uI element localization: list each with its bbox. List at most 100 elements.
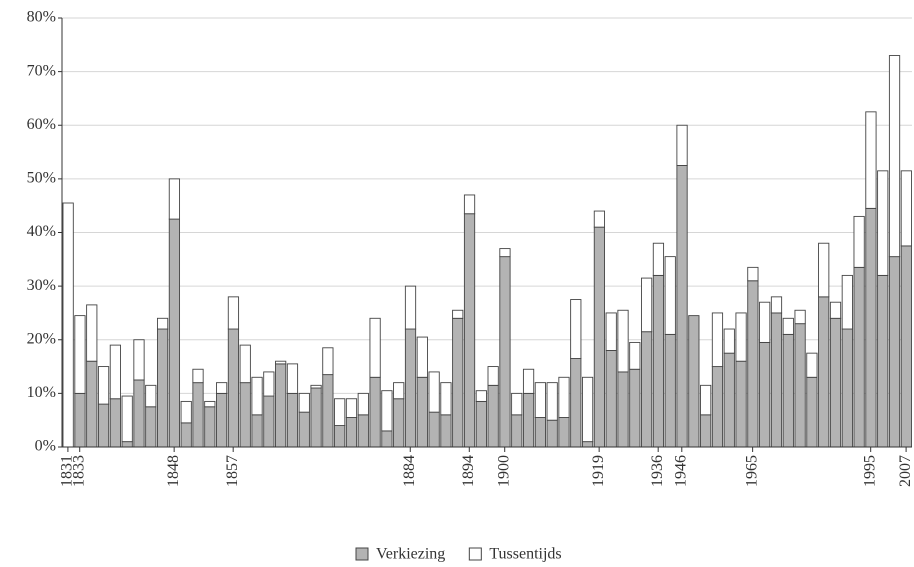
bar-segment bbox=[133, 339, 145, 381]
bar-segment bbox=[511, 414, 523, 448]
bar-segment bbox=[345, 417, 358, 448]
bar-segment bbox=[700, 414, 712, 448]
bar-segment bbox=[641, 331, 653, 448]
bar-segment bbox=[239, 344, 251, 384]
bar-segment bbox=[829, 301, 842, 319]
bar-segment bbox=[357, 414, 369, 448]
y-tick-label: 60% bbox=[27, 116, 56, 133]
bar-segment bbox=[145, 384, 157, 408]
bar-segment bbox=[877, 170, 889, 276]
bar-segment bbox=[275, 363, 287, 448]
bar-segment bbox=[463, 213, 476, 448]
bar-segment bbox=[841, 328, 853, 448]
bar-segment bbox=[664, 333, 676, 448]
bar-segment bbox=[97, 403, 110, 448]
bar-segment bbox=[192, 368, 204, 384]
bar-segment bbox=[853, 266, 865, 448]
bar-segment bbox=[511, 392, 523, 416]
bar-segment bbox=[770, 296, 783, 314]
bar-segment bbox=[865, 207, 877, 448]
y-tick-label: 80% bbox=[27, 9, 56, 26]
y-tick-label: 10% bbox=[27, 384, 56, 401]
x-tick-label: 1936 bbox=[649, 455, 666, 487]
bar-segment bbox=[770, 312, 783, 448]
y-tick-label: 20% bbox=[27, 330, 56, 347]
bar-segment bbox=[227, 296, 240, 330]
bar-segment bbox=[487, 384, 499, 448]
bar-segment bbox=[676, 165, 688, 448]
bar-segment bbox=[227, 328, 240, 448]
x-tick-label: 2007 bbox=[897, 455, 914, 487]
bar-segment bbox=[369, 317, 381, 378]
x-tick-label: 1848 bbox=[165, 455, 182, 487]
bar-segment bbox=[818, 296, 830, 448]
bar-segment bbox=[145, 406, 157, 448]
legend-swatch bbox=[355, 547, 369, 561]
bar-segment bbox=[74, 315, 86, 394]
y-tick-label: 70% bbox=[27, 62, 56, 79]
bar-segment bbox=[404, 285, 417, 330]
bar-segment bbox=[109, 398, 121, 448]
bar-segment bbox=[664, 256, 676, 335]
bar-segment bbox=[86, 360, 98, 448]
bar-segment bbox=[440, 382, 452, 416]
bar-segment bbox=[416, 376, 428, 448]
bar-segment bbox=[759, 301, 771, 343]
y-tick-label: 50% bbox=[27, 170, 56, 187]
bar-segment bbox=[180, 400, 192, 424]
x-tick-label: 1919 bbox=[590, 455, 607, 487]
bar-segment bbox=[522, 392, 535, 448]
bar-segment bbox=[168, 178, 181, 220]
bar-segment bbox=[286, 363, 299, 394]
bar-segment bbox=[428, 411, 440, 448]
bar-segment bbox=[652, 274, 665, 448]
bar-segment bbox=[263, 395, 275, 448]
bar-segment bbox=[499, 256, 511, 448]
bar-segment bbox=[794, 309, 806, 325]
bar-segment bbox=[546, 419, 558, 448]
bar-segment bbox=[546, 382, 558, 421]
bar-segment bbox=[239, 382, 251, 448]
y-tick-label: 30% bbox=[27, 277, 56, 294]
bar-segment bbox=[723, 328, 735, 354]
x-tick-label: 1894 bbox=[460, 455, 477, 487]
bar-segment bbox=[322, 347, 334, 376]
bar-segment bbox=[121, 395, 133, 443]
bar-segment bbox=[86, 304, 98, 362]
bar-segment bbox=[62, 202, 74, 448]
x-tick-label: 1884 bbox=[401, 455, 418, 487]
bar-segment bbox=[605, 350, 617, 448]
bar-segment bbox=[298, 411, 310, 448]
bar-segment bbox=[735, 360, 747, 448]
bar-segment bbox=[735, 312, 747, 362]
bar-segment bbox=[428, 371, 440, 413]
bar-segment bbox=[818, 242, 830, 298]
bar-segment bbox=[782, 317, 794, 335]
bar-segment bbox=[216, 382, 228, 394]
bar-segment bbox=[204, 400, 216, 408]
bar-segment bbox=[853, 215, 865, 268]
legend-label: Tussentijds bbox=[489, 546, 561, 563]
bar-segment bbox=[841, 274, 853, 330]
bar-segment bbox=[570, 358, 582, 448]
bar-segment bbox=[629, 341, 641, 370]
bar-segment bbox=[700, 384, 712, 416]
bar-segment bbox=[357, 392, 369, 416]
x-tick-label: 1946 bbox=[672, 455, 689, 487]
bar-segment bbox=[275, 360, 287, 365]
bar-segment bbox=[534, 382, 546, 418]
x-tick-label: 1965 bbox=[743, 455, 760, 487]
x-tick-label: 1831 bbox=[59, 455, 76, 487]
bar-segment bbox=[393, 398, 405, 448]
bar-segment bbox=[877, 274, 889, 448]
bar-segment bbox=[888, 256, 901, 448]
bar-segment bbox=[263, 371, 275, 397]
bar-segment bbox=[310, 387, 322, 448]
bar-segment bbox=[487, 366, 499, 386]
bar-segment bbox=[251, 414, 263, 448]
bar-segment bbox=[570, 299, 582, 359]
bar-segment bbox=[440, 414, 452, 448]
bar-segment bbox=[416, 336, 428, 378]
bar-segment bbox=[558, 417, 570, 448]
